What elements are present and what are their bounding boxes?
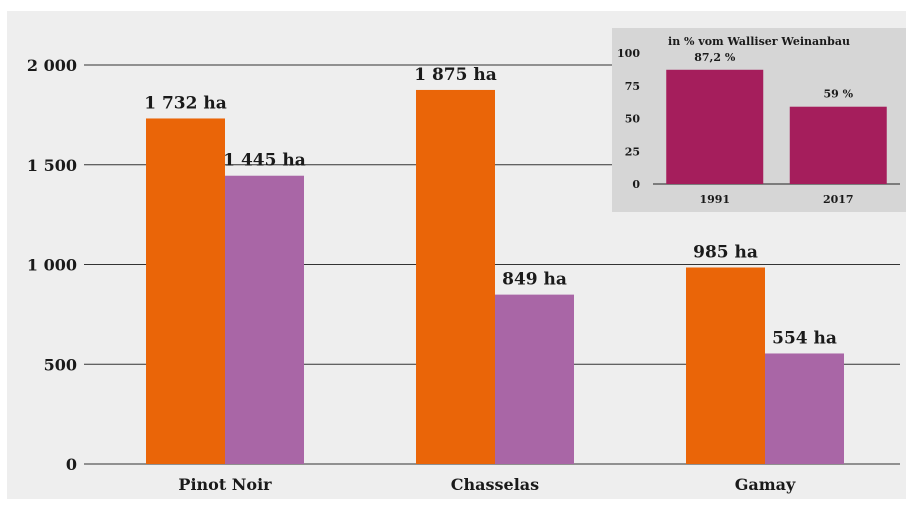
x-tick-label: Pinot Noir bbox=[178, 475, 272, 494]
inset-x-tick-label: 2017 bbox=[823, 193, 854, 206]
data-label: 1 445 ha bbox=[223, 151, 306, 171]
inset-y-tick-label: 50 bbox=[625, 113, 641, 126]
y-tick-label: 1 500 bbox=[27, 156, 77, 175]
x-tick-label: Gamay bbox=[735, 475, 796, 494]
inset-y-tick-label: 25 bbox=[625, 145, 640, 158]
inset-bar bbox=[789, 106, 887, 184]
y-tick-label: 500 bbox=[44, 355, 77, 374]
data-label: 1 875 ha bbox=[414, 65, 497, 85]
bar bbox=[495, 294, 574, 464]
data-label: 849 ha bbox=[502, 270, 567, 290]
inset-x-tick-label: 1991 bbox=[699, 193, 730, 206]
data-label: 554 ha bbox=[772, 328, 837, 348]
inset-bar-chart: in % vom Walliser Weinanbau 0 25 50 75 100 87,… bbox=[612, 28, 906, 212]
data-label: 1 732 ha bbox=[144, 93, 227, 113]
inset-data-label: 87,2 % bbox=[694, 51, 736, 64]
y-tick-label: 2 000 bbox=[27, 56, 77, 75]
bar bbox=[765, 353, 844, 464]
inset-y-tick-label: 100 bbox=[617, 47, 640, 60]
inset-bar bbox=[666, 69, 764, 184]
inset-y-tick-label: 75 bbox=[625, 80, 640, 93]
bar bbox=[416, 89, 495, 464]
bar bbox=[225, 175, 304, 464]
y-tick-label: 1 000 bbox=[27, 256, 77, 275]
bar bbox=[686, 267, 765, 464]
inset-title: in % vom Walliser Weinanbau bbox=[668, 35, 850, 48]
inset-data-label: 59 % bbox=[823, 88, 853, 101]
data-label: 985 ha bbox=[693, 242, 758, 262]
x-tick-label: Chasselas bbox=[451, 475, 539, 494]
y-tick-label: 0 bbox=[66, 455, 77, 474]
inset-y-tick-label: 0 bbox=[632, 178, 640, 191]
bar bbox=[146, 118, 225, 464]
